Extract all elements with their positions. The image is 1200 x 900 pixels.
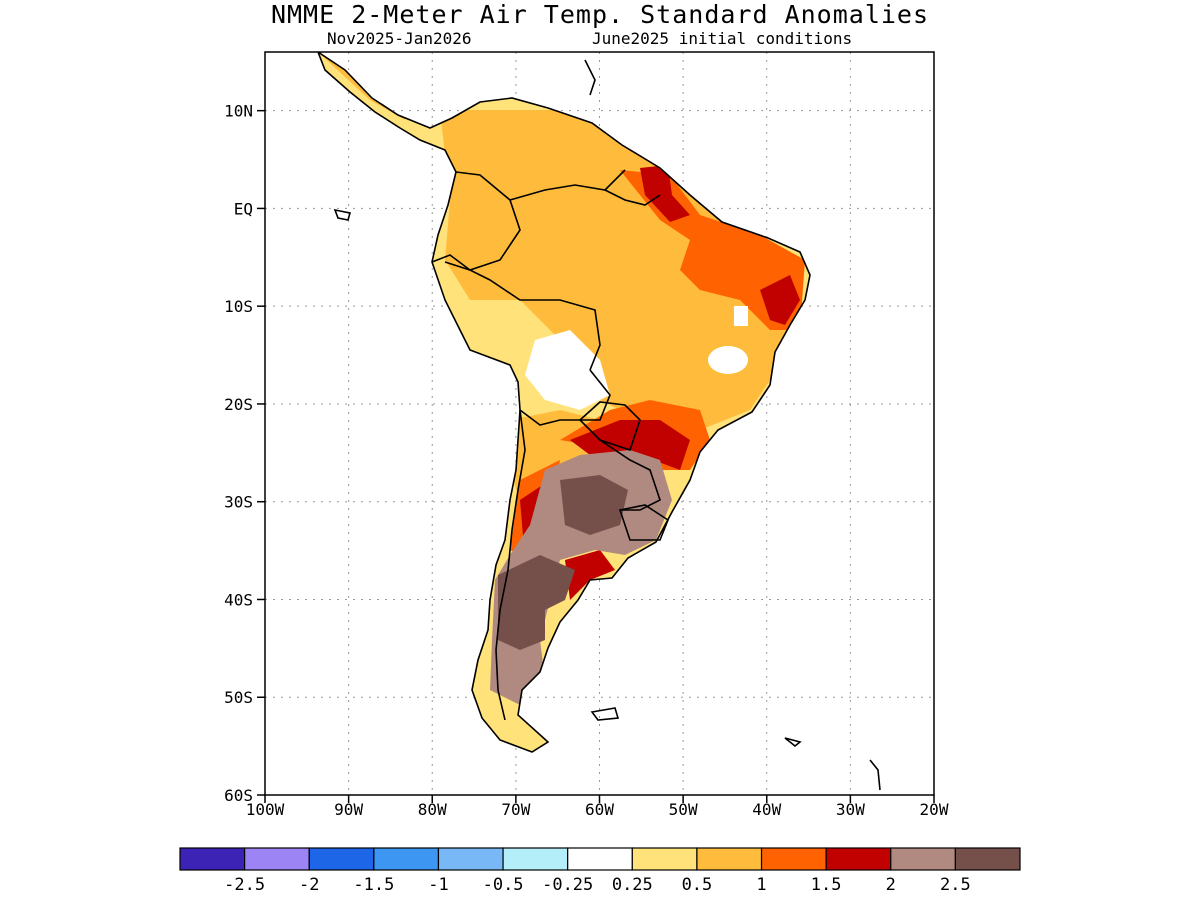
lat-tick-label: EQ (234, 199, 253, 218)
colorbar-label: 0.5 (682, 875, 713, 895)
colorbar-label: 0.25 (612, 875, 653, 895)
lon-tick-label: 30W (836, 800, 865, 819)
initial-conditions: June2025 initial conditions (592, 29, 853, 48)
lat-tick-label: 10N (224, 102, 253, 121)
shade-1-main (440, 110, 800, 430)
shade-gt2p5-pampas (560, 475, 628, 535)
caribbean-islands (584, 59, 596, 96)
shade-2-pernambuco (760, 275, 800, 325)
colorbar: -2.5 -2 -1.5 -1 -0.5 -0.25 0.25 0.5 1 1.5 2 2.5 (179, 847, 1021, 895)
lat-tick-label: 40S (224, 590, 253, 609)
lon-tick-label: 50W (669, 800, 698, 819)
border-chile-argentina (495, 409, 526, 721)
south-sandwich-islands (869, 759, 881, 791)
border-ecuador (431, 254, 471, 271)
south-georgia (784, 737, 802, 748)
colorbar-label: -1 (428, 875, 448, 895)
lat-tick-label: 30S (224, 493, 253, 512)
colorbar-swatch (567, 847, 633, 871)
lat-tick-label: 50S (224, 688, 253, 707)
lon-tick-label: 20W (920, 800, 949, 819)
lat-tick-label: 60S (224, 786, 253, 805)
colorbar-label: -1.5 (353, 875, 394, 895)
shade-neutral-bolivia (525, 330, 610, 410)
colorbar-label: 1.5 (811, 875, 842, 895)
border-venezuela (509, 169, 626, 201)
country-outlines (317, 52, 881, 791)
lon-tick-label: 100W (246, 800, 285, 819)
shade-neutral-patch (734, 306, 748, 326)
shade-neutral-brazil (708, 346, 748, 374)
colorbar-swatch (825, 847, 892, 871)
lon-tick-label: 80W (418, 800, 447, 819)
lon-tick-label: 90W (334, 800, 363, 819)
border-uruguay (618, 504, 669, 541)
colorbar-label: -0.25 (542, 875, 593, 895)
colorbar-swatch (308, 847, 375, 871)
colorbar-swatch (244, 847, 310, 871)
border-peru-brazil (469, 269, 601, 371)
colorbar-swatch (502, 847, 569, 871)
colorbar-label: 2.5 (940, 875, 971, 895)
lat-tick-label: 20S (224, 395, 253, 414)
lon-tick-label: 70W (501, 800, 530, 819)
colorbar-label: -2.5 (224, 875, 265, 895)
colorbar-swatch (890, 847, 956, 871)
shade-gt2p5-patagonia (498, 555, 575, 650)
lon-tick-label: 40W (752, 800, 781, 819)
border-argentina-brazil (599, 439, 661, 511)
map-title: NMME 2-Meter Air Temp. Standard Anomalie… (270, 0, 930, 29)
galapagos-islands (333, 208, 352, 221)
colorbar-swatch (437, 847, 504, 871)
lon-tick-label: 60W (585, 800, 614, 819)
forecast-period: Nov2025-Jan2026 (327, 29, 472, 48)
colorbar-swatch (373, 847, 440, 871)
border-guianas (604, 189, 661, 206)
colorbar-swatch (954, 847, 1021, 871)
shade-2-parana (570, 420, 690, 470)
colorbar-label: -0.5 (483, 875, 524, 895)
lat-tick-label: 10S (224, 297, 253, 316)
falkland-islands (590, 707, 620, 721)
shade-2-amapa (640, 165, 690, 222)
colorbar-label: -2 (299, 875, 319, 895)
shade-2-pampas-coast (565, 550, 615, 600)
colorbar-swatch (696, 847, 763, 871)
colorbar-swatch (631, 847, 698, 871)
colorbar-label: 1 (756, 875, 766, 895)
colorbar-label: 2 (886, 875, 896, 895)
colorbar-swatch (760, 847, 827, 871)
colorbar-swatch (179, 847, 246, 871)
